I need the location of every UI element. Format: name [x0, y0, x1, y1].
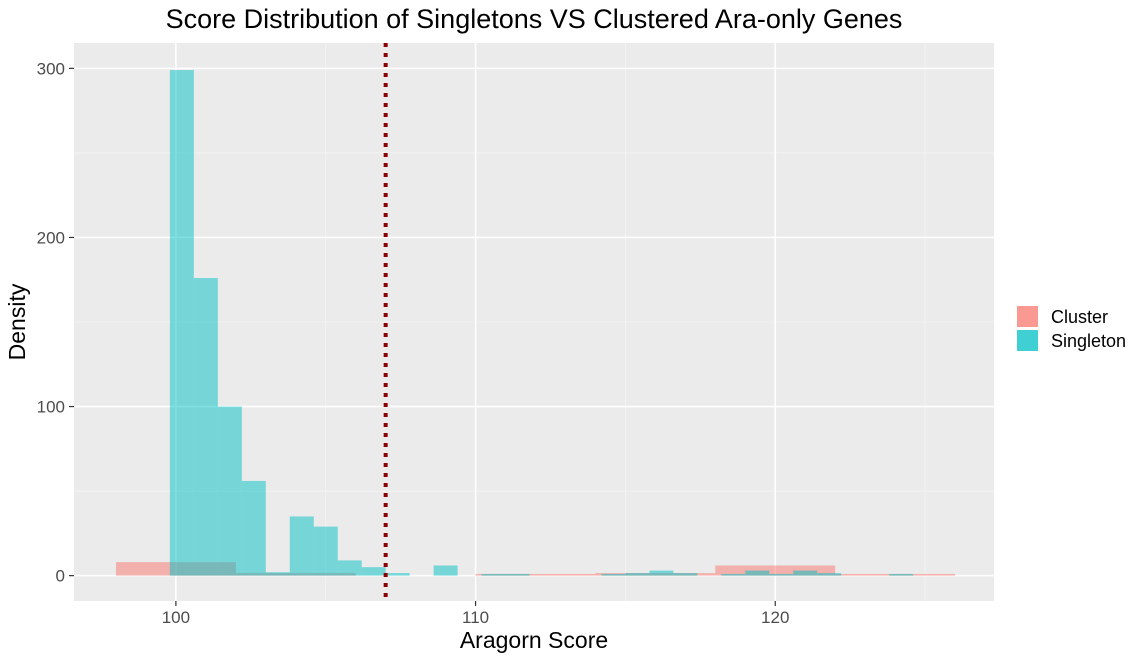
- singleton-bar: [265, 572, 290, 576]
- singleton-bar: [721, 573, 746, 576]
- singleton-bar: [889, 573, 914, 576]
- singleton-bar: [745, 570, 770, 576]
- chart-title: Score Distribution of Singletons VS Clus…: [166, 4, 903, 34]
- legend-key-singleton: [1017, 330, 1038, 351]
- singleton-bar: [217, 406, 242, 576]
- singleton-bar: [241, 480, 266, 576]
- legend-label-cluster: Cluster: [1051, 307, 1108, 327]
- singleton-bar: [625, 573, 650, 576]
- x-axis-ticks: 100 110 120: [162, 601, 789, 627]
- singleton-bar: [769, 573, 794, 576]
- x-tick-label: 100: [162, 608, 190, 627]
- legend: Cluster Singleton: [1017, 306, 1126, 351]
- y-axis-ticks: 0 100 200 300: [37, 59, 74, 586]
- singleton-bar: [361, 567, 386, 576]
- singleton-bars: [169, 70, 914, 576]
- singleton-bar: [649, 570, 674, 576]
- y-tick-label: 200: [37, 228, 65, 247]
- singleton-bar: [289, 516, 314, 576]
- singleton-bar: [793, 570, 818, 576]
- singleton-bar: [385, 573, 410, 576]
- y-tick-label: 0: [56, 567, 65, 586]
- singleton-bar: [433, 565, 458, 576]
- x-tick-label: 120: [761, 608, 789, 627]
- singleton-bar: [193, 278, 218, 576]
- y-tick-label: 100: [37, 398, 65, 417]
- x-axis-title: Aragorn Score: [460, 627, 608, 653]
- singleton-bar: [337, 560, 362, 576]
- legend-key-cluster: [1017, 306, 1038, 327]
- singleton-bar: [481, 573, 506, 576]
- singleton-bar: [601, 573, 626, 576]
- singleton-bar: [505, 573, 530, 576]
- cluster-bar: [475, 573, 596, 576]
- cluster-bar: [715, 565, 836, 576]
- y-tick-label: 300: [37, 59, 65, 78]
- x-tick-label: 110: [462, 608, 489, 627]
- legend-label-singleton: Singleton: [1051, 331, 1126, 351]
- singleton-bar: [313, 526, 338, 576]
- y-axis-title: Density: [4, 283, 30, 360]
- singleton-bar: [673, 573, 698, 576]
- singleton-bar: [817, 573, 842, 576]
- singleton-bar: [169, 70, 194, 576]
